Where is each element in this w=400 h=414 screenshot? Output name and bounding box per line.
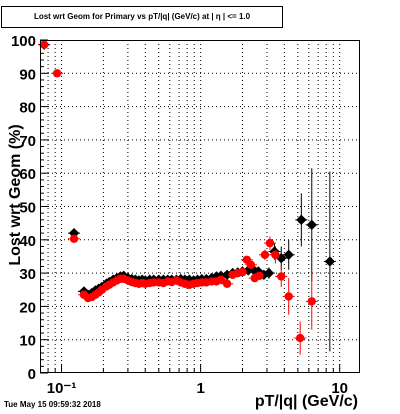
x-tick-label: 10 xyxy=(331,380,348,397)
error-bars xyxy=(38,42,336,355)
x-tick-label: 10⁻¹ xyxy=(47,380,77,397)
data-point-black xyxy=(263,267,275,279)
data-point-red xyxy=(277,272,286,281)
y-tick-label: 30 xyxy=(19,266,36,283)
y-axis-label: Lost wrt Geom (%) xyxy=(7,124,24,265)
chart-title: Lost wrt Geom for Primary vs pT/|q| (GeV… xyxy=(1,6,283,28)
data-point-red xyxy=(246,260,256,269)
data-point-red xyxy=(265,238,275,248)
x-axis-label: pT/|q| (GeV/c) xyxy=(255,393,358,410)
y-tick-label: 80 xyxy=(19,100,36,117)
data-point-black xyxy=(324,256,336,267)
data-point-red xyxy=(39,40,49,49)
data-point-red xyxy=(260,250,270,259)
data-point-red xyxy=(284,292,293,301)
y-tick-label: 90 xyxy=(19,66,36,83)
y-tick-label: 60 xyxy=(19,166,36,183)
data-point-red xyxy=(216,275,226,284)
data-point-red xyxy=(295,333,305,343)
data-point-red xyxy=(222,279,232,288)
data-points xyxy=(38,39,336,343)
y-tick-label: 20 xyxy=(19,299,36,316)
y-tick-label: 50 xyxy=(19,200,36,217)
data-point-red xyxy=(307,297,316,306)
y-tick-label: 0 xyxy=(28,366,36,383)
y-tick-label: 40 xyxy=(19,233,36,250)
data-point-red xyxy=(69,234,79,244)
y-tick-label: 70 xyxy=(19,133,36,150)
grid xyxy=(40,40,360,373)
y-tick-label: 100 xyxy=(11,33,36,50)
timestamp: Tue May 15 09:59:32 2018 xyxy=(4,400,101,409)
data-point-black xyxy=(283,249,294,260)
data-point-red xyxy=(255,271,264,280)
x-tick-label: 1 xyxy=(196,380,204,397)
data-point-black xyxy=(306,219,317,231)
data-point-black xyxy=(296,214,307,226)
data-point-red xyxy=(238,267,247,277)
data-point-red xyxy=(52,69,62,78)
y-tick-label: 10 xyxy=(19,333,36,350)
data-point-red xyxy=(271,250,280,259)
tick-labels: 0 10 20 30 40 50 60 70 80 90 100 10⁻¹ 1 10 xyxy=(11,33,348,397)
